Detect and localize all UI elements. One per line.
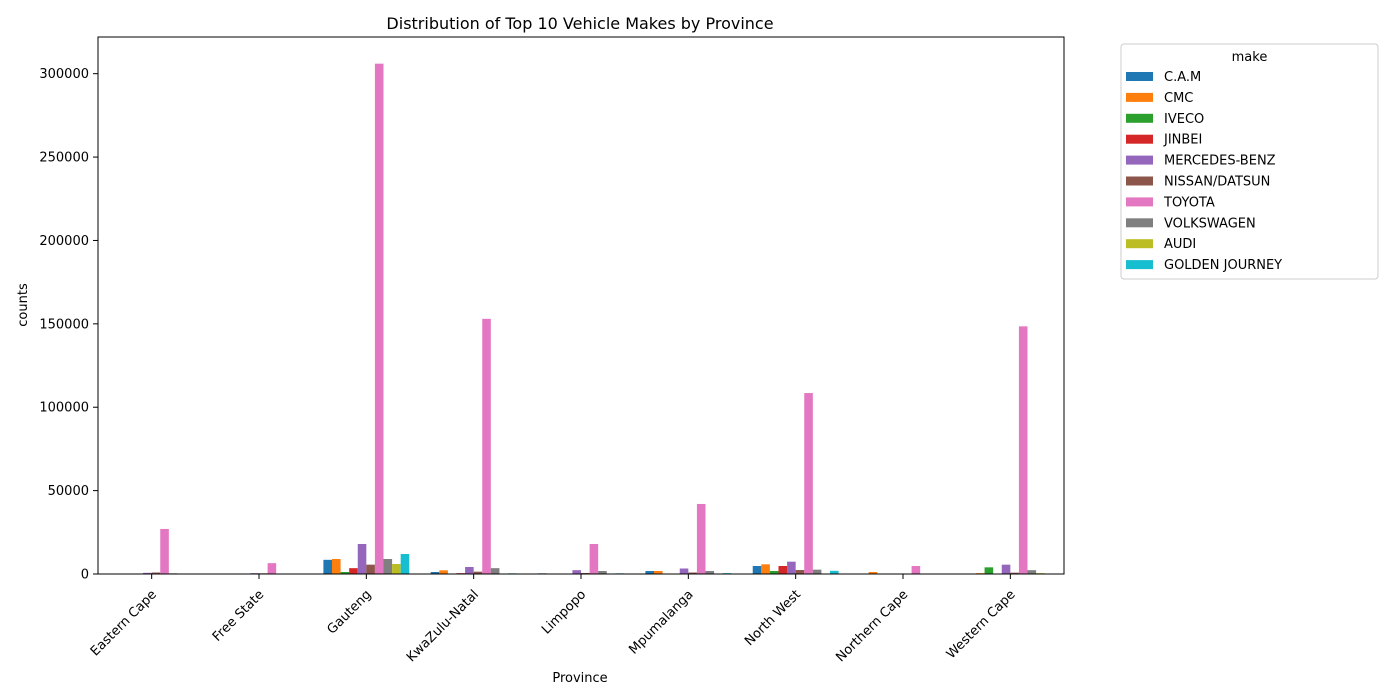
bar: [151, 572, 161, 574]
bar: [374, 63, 384, 575]
legend-frame: [1120, 43, 1379, 280]
legend-entry: VOLKSWAGEN: [1164, 216, 1256, 231]
legend-swatch: [1126, 155, 1153, 165]
bar: [688, 572, 697, 574]
x-tick-label: Eastern Cape: [88, 587, 160, 659]
bar: [400, 553, 410, 574]
legend-entry: JINBEI: [1163, 133, 1202, 148]
bar: [598, 571, 607, 574]
bar: [804, 393, 813, 574]
bar: [795, 570, 805, 574]
legend-entry: GOLDEN JOURNEY: [1164, 258, 1282, 273]
bar: [696, 503, 706, 574]
legend-entry: IVECO: [1164, 112, 1204, 127]
x-tick-label: Northern Cape: [833, 587, 911, 665]
bar: [645, 571, 654, 574]
y-tick-label: 50000: [48, 484, 89, 499]
bar: [1010, 572, 1019, 574]
bar: [769, 571, 779, 574]
bar: [143, 572, 152, 574]
x-axis-label: Province: [552, 671, 607, 686]
bar: [1027, 570, 1037, 574]
x-tick-label: Western Cape: [944, 587, 1019, 662]
bar: [331, 558, 341, 574]
legend-entry: C.A.M: [1164, 70, 1201, 85]
x-tick-label: KwaZulu-Natal: [404, 587, 482, 665]
legend-swatch: [1126, 239, 1153, 249]
bar: [761, 564, 770, 574]
plot-area: [97, 36, 1065, 575]
legend-swatch: [1126, 197, 1153, 207]
bar: [830, 570, 839, 574]
bar: [357, 543, 367, 574]
bar: [589, 543, 599, 574]
legend: make C.A.M CMC IVECO JINBEI MERCEDES-BENZ NISS…: [1120, 43, 1379, 280]
bar: [572, 570, 581, 574]
bar: [679, 568, 689, 574]
bar: [323, 559, 332, 574]
bar: [430, 572, 440, 574]
bar: [267, 563, 277, 574]
x-tick-label: Gauteng: [324, 587, 374, 637]
legend-swatch: [1126, 176, 1153, 186]
bar: [984, 567, 994, 574]
plot-frame: [97, 36, 1065, 575]
bar: [349, 568, 358, 574]
bar: [705, 571, 715, 574]
y-tick-label: 300000: [39, 67, 89, 82]
legend-entry: CMC: [1164, 91, 1193, 106]
x-tick-label: North West: [742, 587, 804, 649]
legend-title: make: [1232, 50, 1268, 65]
bar: [1001, 564, 1011, 574]
y-axis-label: counts: [16, 283, 31, 327]
bar: [439, 570, 448, 574]
legend-entry: NISSAN/DATSUN: [1164, 175, 1270, 190]
bar: [160, 528, 169, 574]
legend-swatch: [1126, 260, 1153, 270]
bar: [473, 571, 483, 574]
chart-title: Distribution of Top 10 Vehicle Makes by …: [386, 14, 773, 33]
y-tick-label: 0: [81, 568, 89, 583]
y-tick-label: 250000: [39, 151, 89, 166]
bar: [812, 569, 822, 574]
bar: [1018, 326, 1028, 574]
legend-swatch: [1126, 92, 1153, 102]
y-tick-label: 150000: [39, 317, 89, 332]
legend-swatch: [1126, 134, 1153, 144]
legend-entry: MERCEDES-BENZ: [1164, 154, 1276, 169]
bar: [340, 572, 350, 574]
bar: [778, 566, 788, 574]
x-tick-label: Limpopo: [539, 587, 589, 637]
y-axis: 0 50000 100000 150000 200000 250000 300000: [39, 67, 98, 583]
x-axis: Eastern Cape Free State Gauteng KwaZulu-Nat…: [88, 574, 1019, 665]
x-tick-label: Free State: [210, 587, 267, 644]
legend-swatch: [1126, 72, 1153, 81]
bar: [787, 561, 796, 574]
y-tick-label: 100000: [39, 401, 89, 416]
legend-swatch: [1126, 218, 1153, 228]
legend-entry: TOYOTA: [1163, 195, 1215, 210]
bar: [482, 318, 491, 574]
bar: [868, 572, 878, 574]
bar: [465, 567, 474, 574]
bar: [392, 563, 401, 574]
bar: [653, 571, 663, 574]
x-tick-label: Mpumalanga: [626, 587, 696, 657]
legend-swatch: [1126, 113, 1153, 123]
legend-entry: AUDI: [1164, 237, 1196, 252]
bar: [366, 564, 375, 574]
y-tick-label: 200000: [39, 234, 89, 249]
bar: [911, 566, 921, 574]
bar: [383, 558, 393, 574]
bar: [490, 568, 500, 574]
bar: [752, 566, 762, 574]
